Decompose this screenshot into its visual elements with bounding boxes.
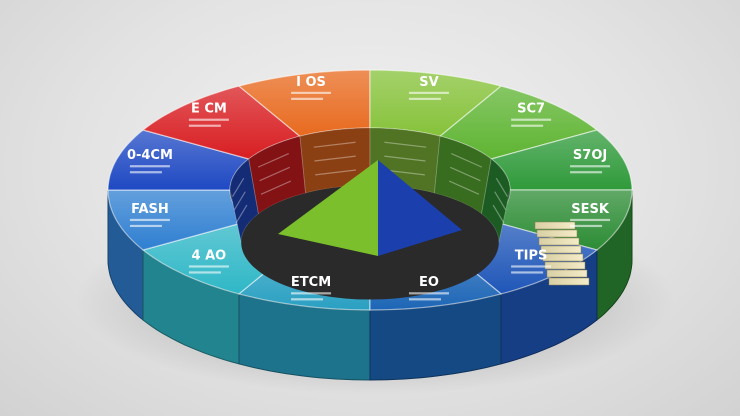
segment-shine-9 xyxy=(491,190,632,250)
svg-text:SC7: SC7 xyxy=(517,102,545,117)
inner-wall-line xyxy=(451,153,483,168)
segment-label-6: SV xyxy=(408,75,449,100)
label-line xyxy=(570,165,611,168)
ring-hole xyxy=(229,127,590,300)
label-line xyxy=(188,271,221,274)
svg-text:SV: SV xyxy=(419,75,438,90)
inner-wall-line xyxy=(259,166,291,182)
label-line xyxy=(291,91,332,94)
inner-wall-line xyxy=(314,155,356,162)
svg-text:S7OJ: S7OJ xyxy=(573,148,607,163)
segment-shine-3 xyxy=(108,130,249,190)
label-line xyxy=(408,298,441,301)
center-wedge-blue xyxy=(378,160,462,256)
inner-wall-line xyxy=(235,204,248,224)
svg-text:0-4CM: 0-4CM xyxy=(127,148,173,163)
label-line xyxy=(570,171,603,174)
inner-wall-line xyxy=(257,153,289,168)
label-line xyxy=(511,118,552,121)
paper-sheet xyxy=(540,245,582,254)
paper-sheet xyxy=(536,229,578,238)
segment-label-2: FASH xyxy=(129,202,170,228)
segment-label-8: S7OJ xyxy=(570,148,611,174)
inner-wall-line xyxy=(449,166,481,182)
svg-text:I OS: I OS xyxy=(296,75,326,90)
segment-label-7: SC7 xyxy=(511,102,552,127)
center-wedge-green xyxy=(278,160,378,256)
inner-wall-line xyxy=(313,141,356,148)
inner-wall-line xyxy=(233,191,246,211)
label-line xyxy=(188,118,229,121)
label-line xyxy=(129,171,162,174)
segment-label-1: 4 AO xyxy=(188,248,229,274)
segment-label-5: I OS xyxy=(291,75,332,100)
label-line xyxy=(129,224,162,228)
inner-wall-line xyxy=(448,180,480,195)
label-line xyxy=(511,124,544,127)
inner-wall-line xyxy=(384,141,427,148)
inner-wall-line xyxy=(384,155,426,162)
svg-text:TIPS: TIPS xyxy=(515,248,548,263)
svg-text:EO: EO xyxy=(419,275,439,290)
inner-wall-line xyxy=(315,169,356,176)
segment-shine-6 xyxy=(370,70,501,137)
label-line xyxy=(188,265,229,268)
label-line xyxy=(291,298,324,301)
label-line xyxy=(408,91,449,94)
inner-wall-line xyxy=(492,204,505,224)
label-line xyxy=(511,265,552,268)
segment-label-4: E CM xyxy=(188,102,229,127)
segment-shine-7 xyxy=(440,86,597,159)
inner-wall-line xyxy=(495,177,509,198)
segment-shine-8 xyxy=(491,130,632,190)
segment-label-0: ETCM xyxy=(291,275,332,301)
inner-wall-line xyxy=(260,180,292,195)
svg-text:ETCM: ETCM xyxy=(291,275,331,290)
label-line xyxy=(408,97,441,100)
segment-shine-5 xyxy=(239,70,370,137)
label-line xyxy=(129,165,170,168)
segment-label-3: 0-4CM xyxy=(127,148,173,174)
svg-text:FASH: FASH xyxy=(131,202,169,217)
segment-shine-2 xyxy=(108,190,249,250)
label-line xyxy=(570,218,611,222)
inner-wall-line xyxy=(494,191,507,211)
label-line xyxy=(188,124,221,127)
label-line xyxy=(291,97,324,100)
svg-text:E CM: E CM xyxy=(191,102,227,117)
label-line xyxy=(570,224,603,228)
segment-labels: ETCM 4 AO FASH 0-4CM E CM I OS SV SC7 S7OJ SESK TI… xyxy=(127,75,611,301)
paper-sheet xyxy=(534,221,576,230)
paper-sheet xyxy=(548,277,590,286)
label-line xyxy=(408,292,449,295)
svg-text:4 AO: 4 AO xyxy=(192,248,227,263)
label-line xyxy=(129,218,170,222)
label-line xyxy=(511,271,544,274)
paper-sheet xyxy=(538,237,580,246)
paper-sheet xyxy=(542,253,584,262)
segment-label-10: TIPS xyxy=(511,248,552,274)
segment-label-9: SESK xyxy=(570,202,611,228)
inner-wall-line xyxy=(231,177,245,198)
paper-sheet xyxy=(546,269,588,278)
label-line xyxy=(291,292,332,295)
segment-label-11: EO xyxy=(408,275,449,301)
svg-text:SESK: SESK xyxy=(571,202,610,217)
paper-stack xyxy=(534,221,590,286)
